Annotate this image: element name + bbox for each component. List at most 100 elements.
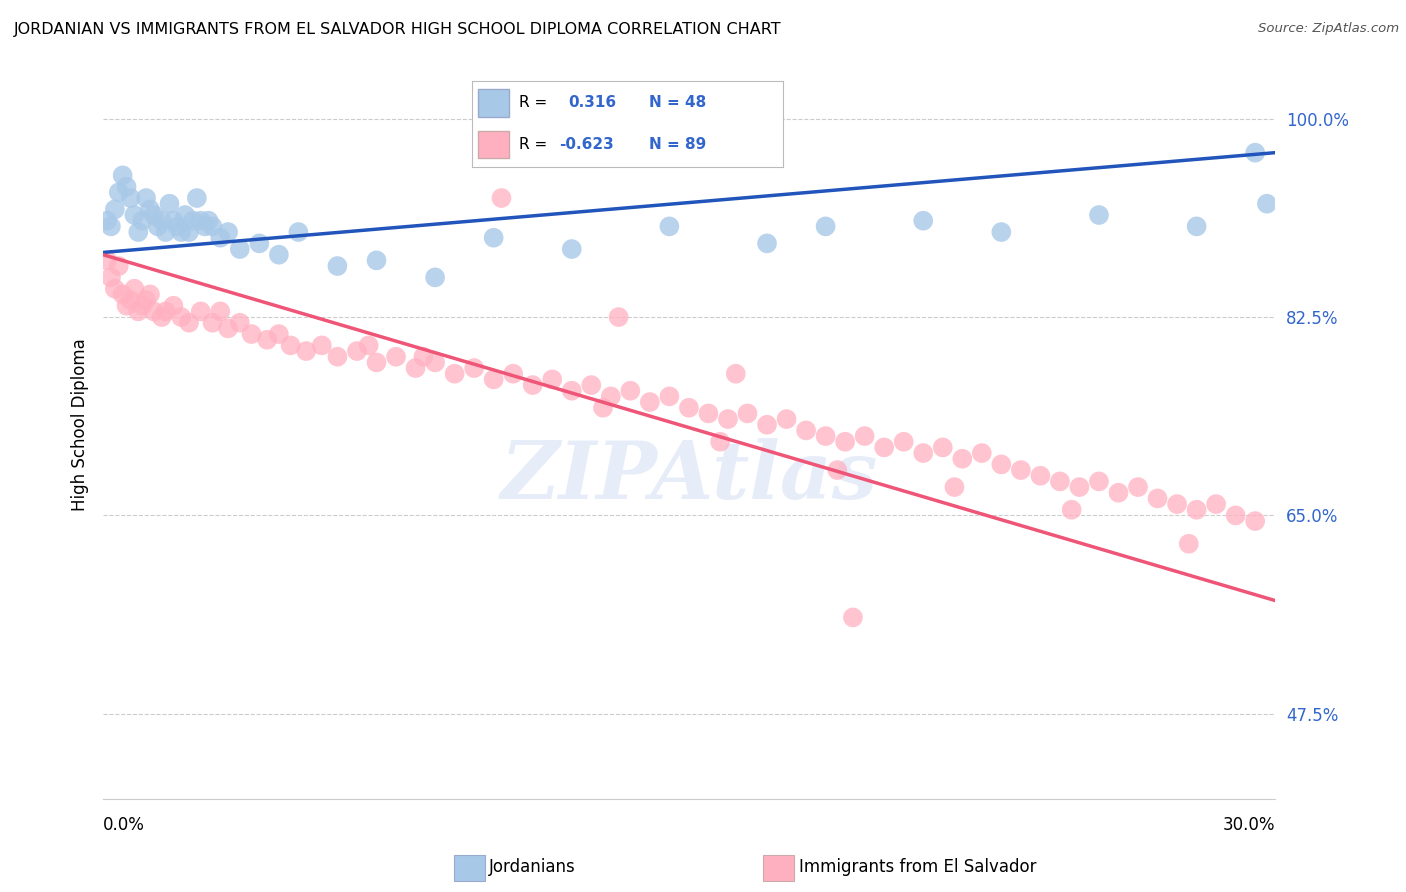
Point bbox=[990, 225, 1012, 239]
Point bbox=[366, 253, 388, 268]
Point bbox=[827, 463, 849, 477]
Point bbox=[111, 169, 134, 183]
Point bbox=[619, 384, 641, 398]
Point bbox=[658, 219, 681, 234]
Point bbox=[267, 327, 290, 342]
Point bbox=[541, 372, 564, 386]
Point bbox=[717, 412, 740, 426]
Point bbox=[1126, 480, 1149, 494]
Point bbox=[423, 355, 446, 369]
Point bbox=[1049, 475, 1071, 489]
Point bbox=[1029, 468, 1052, 483]
Point bbox=[482, 372, 505, 386]
Point bbox=[267, 248, 290, 262]
Point bbox=[96, 253, 118, 268]
Point bbox=[240, 327, 263, 342]
Point bbox=[107, 186, 129, 200]
Point bbox=[146, 219, 169, 234]
Text: JORDANIAN VS IMMIGRANTS FROM EL SALVADOR HIGH SCHOOL DIPLOMA CORRELATION CHART: JORDANIAN VS IMMIGRANTS FROM EL SALVADOR… bbox=[14, 22, 782, 37]
Point bbox=[162, 299, 184, 313]
Point bbox=[201, 316, 224, 330]
Point bbox=[96, 213, 118, 227]
Point bbox=[932, 441, 955, 455]
Point bbox=[873, 441, 896, 455]
Point bbox=[170, 225, 193, 239]
Point bbox=[1146, 491, 1168, 506]
Text: ZIPAtlas: ZIPAtlas bbox=[501, 438, 877, 516]
Point bbox=[443, 367, 465, 381]
Point bbox=[1060, 502, 1083, 516]
Point bbox=[155, 304, 177, 318]
Point bbox=[1225, 508, 1247, 523]
Text: Immigrants from El Salvador: Immigrants from El Salvador bbox=[799, 858, 1036, 876]
Point bbox=[139, 202, 162, 217]
Point bbox=[142, 208, 165, 222]
Point bbox=[482, 230, 505, 244]
Point bbox=[405, 361, 427, 376]
Point bbox=[326, 350, 349, 364]
Point bbox=[853, 429, 876, 443]
Point bbox=[658, 389, 681, 403]
Point bbox=[607, 310, 630, 324]
Point bbox=[834, 434, 856, 449]
Point bbox=[120, 293, 142, 307]
Point bbox=[943, 480, 966, 494]
Point bbox=[1256, 196, 1278, 211]
Point bbox=[124, 208, 146, 222]
Point bbox=[142, 304, 165, 318]
Point bbox=[100, 270, 122, 285]
Point bbox=[561, 384, 583, 398]
Point bbox=[201, 219, 224, 234]
Point bbox=[1244, 514, 1267, 528]
Point bbox=[794, 424, 817, 438]
Point bbox=[491, 191, 513, 205]
Point bbox=[127, 304, 149, 318]
Point bbox=[295, 344, 318, 359]
Point bbox=[756, 236, 779, 251]
Point bbox=[190, 304, 212, 318]
Point bbox=[1185, 219, 1208, 234]
Y-axis label: High School Diploma: High School Diploma bbox=[72, 338, 89, 511]
Point bbox=[131, 299, 153, 313]
Point bbox=[181, 213, 204, 227]
Point bbox=[186, 191, 208, 205]
Point bbox=[592, 401, 614, 415]
Point bbox=[1244, 145, 1267, 160]
Point bbox=[135, 191, 157, 205]
Point bbox=[311, 338, 333, 352]
Point bbox=[346, 344, 368, 359]
Point bbox=[412, 350, 434, 364]
Point bbox=[131, 213, 153, 227]
Point bbox=[581, 378, 603, 392]
Point bbox=[100, 219, 122, 234]
Point bbox=[775, 412, 797, 426]
Point bbox=[912, 446, 935, 460]
Text: 0.0%: 0.0% bbox=[103, 816, 145, 834]
Point bbox=[190, 213, 212, 227]
Point bbox=[177, 316, 200, 330]
Point bbox=[170, 310, 193, 324]
Point bbox=[115, 299, 138, 313]
Point bbox=[912, 213, 935, 227]
Point bbox=[756, 417, 779, 432]
Text: Source: ZipAtlas.com: Source: ZipAtlas.com bbox=[1258, 22, 1399, 36]
Point bbox=[197, 213, 219, 227]
Point bbox=[209, 304, 232, 318]
Point bbox=[842, 610, 865, 624]
Point bbox=[104, 282, 127, 296]
Point bbox=[1010, 463, 1032, 477]
Point bbox=[209, 230, 232, 244]
Point bbox=[107, 259, 129, 273]
Point bbox=[194, 219, 217, 234]
Point bbox=[709, 434, 731, 449]
Point bbox=[217, 321, 239, 335]
Point bbox=[724, 367, 747, 381]
Point bbox=[127, 225, 149, 239]
Point bbox=[177, 225, 200, 239]
Point bbox=[1088, 208, 1111, 222]
Point bbox=[423, 270, 446, 285]
Point bbox=[139, 287, 162, 301]
Point bbox=[104, 202, 127, 217]
Point bbox=[166, 219, 188, 234]
Point bbox=[1185, 502, 1208, 516]
